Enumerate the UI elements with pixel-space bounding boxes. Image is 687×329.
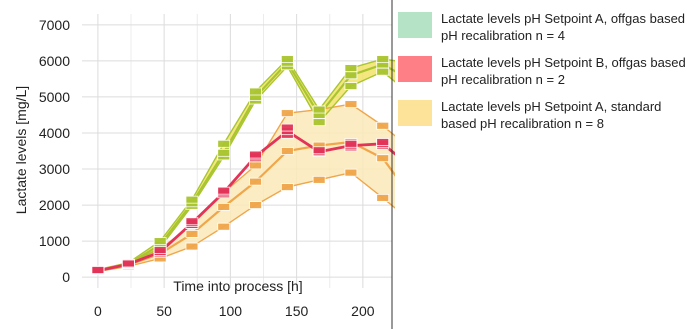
- data-point: [121, 259, 135, 268]
- data-point: [280, 123, 294, 132]
- data-point: [376, 154, 390, 163]
- data-point: [280, 55, 294, 63]
- legend-swatch: [398, 56, 432, 82]
- data-point: [344, 139, 358, 148]
- data-point: [217, 202, 231, 211]
- lactate-chart: 0 50 100 150 2000100020003000400050006000700…: [13, 0, 395, 329]
- data-point: [376, 193, 390, 202]
- data-point: [344, 64, 358, 72]
- y-tick-label: 1000: [39, 233, 70, 249]
- data-point: [185, 242, 199, 251]
- data-point: [249, 201, 262, 209]
- x-tick-label: 0: [94, 303, 102, 319]
- data-point: [185, 230, 199, 238]
- legend-label: Lactate levels pH Setpoint B, offgas bas…: [441, 55, 686, 87]
- data-point: [249, 87, 262, 96]
- legend-swatch: [398, 100, 432, 126]
- y-tick-label: 4000: [39, 125, 70, 141]
- data-point: [249, 150, 262, 159]
- legend-swatch: [398, 12, 432, 38]
- data-point: [280, 109, 294, 118]
- data-point: [376, 121, 390, 130]
- data-point: [312, 118, 326, 127]
- data-point: [280, 183, 294, 191]
- data-point: [217, 186, 231, 195]
- data-point: [185, 217, 199, 226]
- legend-label: Lactate levels pH Setpoint A, offgas bas…: [441, 11, 686, 43]
- legend-item-setpoint-b-offgas: Lactate levels pH Setpoint B, offgas bas…: [398, 54, 687, 98]
- data-point: [249, 161, 262, 170]
- series-markers: [91, 55, 390, 276]
- data-point: [344, 168, 358, 177]
- x-tick-label: 200: [351, 303, 375, 319]
- data-point: [312, 105, 326, 114]
- y-tick-label: 6000: [39, 53, 70, 69]
- x-tick-label: 100: [219, 303, 243, 319]
- data-point: [376, 138, 390, 146]
- data-point: [249, 177, 262, 186]
- legend: Lactate levels pH Setpoint A, offgas bas…: [398, 10, 687, 142]
- x-tick-label: 150: [285, 303, 309, 319]
- legend-item-setpoint-a-standard: Lactate levels pH Setpoint A, standard b…: [398, 98, 687, 142]
- y-tick-label: 3000: [39, 161, 70, 177]
- data-point: [91, 266, 105, 274]
- data-point: [280, 147, 294, 155]
- y-tick-label: 7000: [39, 17, 70, 33]
- x-axis-label: Time into process [h]: [173, 278, 302, 294]
- data-point: [376, 67, 390, 76]
- data-point: [376, 55, 390, 63]
- legend-item-setpoint-a-offgas: Lactate levels pH Setpoint A, offgas bas…: [398, 10, 687, 54]
- data-point: [185, 195, 199, 204]
- y-axis-label: Lactate levels [mg/L]: [13, 86, 29, 214]
- data-point: [344, 71, 358, 80]
- y-tick-label: 5000: [39, 89, 70, 105]
- y-tick-label: 2000: [39, 197, 70, 213]
- legend-label: Lactate levels pH Setpoint A, standard b…: [441, 99, 662, 131]
- data-point: [344, 82, 358, 91]
- data-point: [153, 246, 167, 255]
- x-tick-label: 50: [156, 303, 172, 319]
- chart-axes: 0 50 100 150 2000100020003000400050006000700…: [39, 0, 393, 329]
- data-point: [312, 175, 326, 184]
- data-point: [344, 100, 358, 109]
- y-tick-label: 0: [62, 269, 70, 285]
- data-point: [217, 148, 231, 157]
- data-point: [312, 146, 326, 155]
- data-point: [217, 222, 231, 231]
- data-point: [153, 237, 167, 246]
- data-point: [217, 139, 231, 148]
